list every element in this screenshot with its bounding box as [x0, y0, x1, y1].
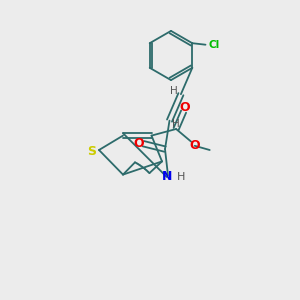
Text: O: O: [134, 136, 144, 150]
Text: O: O: [179, 101, 190, 114]
Text: H: H: [172, 119, 180, 129]
Text: S: S: [87, 145, 96, 158]
Text: Cl: Cl: [208, 40, 220, 50]
Text: O: O: [189, 139, 200, 152]
Text: H: H: [176, 172, 185, 182]
Text: H: H: [170, 85, 178, 96]
Text: N: N: [162, 170, 172, 184]
